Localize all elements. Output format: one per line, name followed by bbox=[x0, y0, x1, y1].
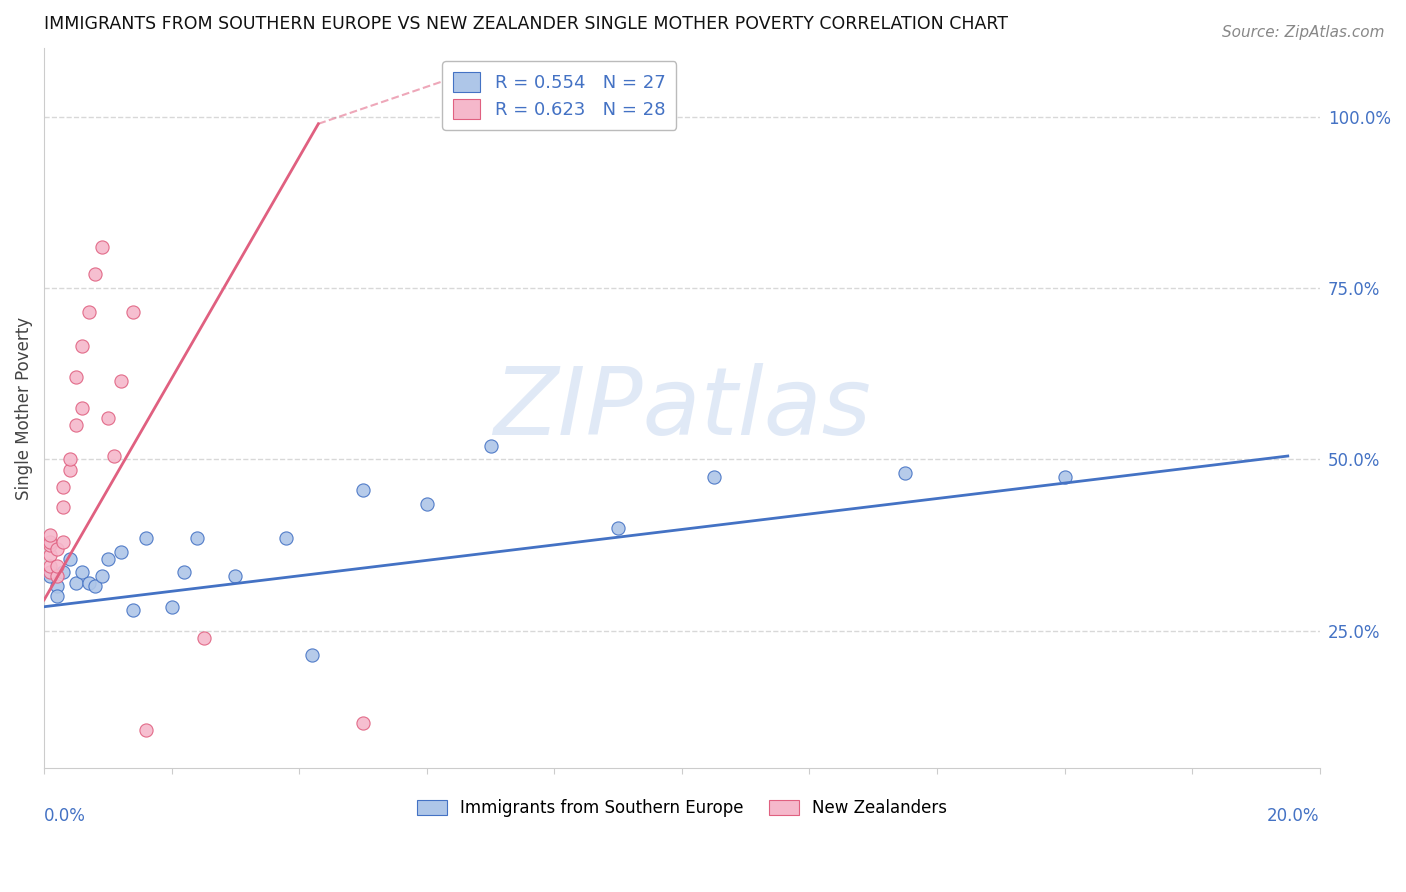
Point bbox=[103, 449, 125, 463]
Point bbox=[122, 603, 145, 617]
Point bbox=[72, 566, 94, 580]
Point bbox=[90, 240, 112, 254]
Legend: R = 0.554   N = 27, R = 0.623   N = 28: R = 0.554 N = 27, R = 0.623 N = 28 bbox=[441, 61, 676, 129]
Point bbox=[52, 500, 75, 515]
Point bbox=[52, 566, 75, 580]
Point bbox=[193, 631, 215, 645]
Point bbox=[39, 538, 62, 552]
Point bbox=[352, 716, 374, 731]
Point bbox=[173, 566, 195, 580]
Point bbox=[59, 452, 82, 467]
Point bbox=[39, 528, 62, 542]
Point bbox=[39, 566, 62, 580]
Point bbox=[97, 551, 120, 566]
Point bbox=[39, 534, 62, 549]
Point bbox=[65, 418, 87, 433]
Point bbox=[72, 339, 94, 353]
Point bbox=[45, 590, 67, 604]
Point bbox=[59, 551, 82, 566]
Point bbox=[97, 411, 120, 425]
Point bbox=[39, 558, 62, 573]
Text: ZIPatlas: ZIPatlas bbox=[494, 362, 870, 453]
Point bbox=[894, 466, 917, 480]
Point bbox=[110, 374, 132, 388]
Point bbox=[122, 305, 145, 319]
Point bbox=[160, 599, 183, 614]
Point bbox=[77, 575, 100, 590]
Point bbox=[39, 549, 62, 563]
Point bbox=[39, 569, 62, 583]
Point bbox=[301, 648, 323, 662]
Point bbox=[52, 534, 75, 549]
Text: 20.0%: 20.0% bbox=[1267, 807, 1320, 825]
Text: 0.0%: 0.0% bbox=[44, 807, 86, 825]
Point bbox=[703, 469, 725, 483]
Point bbox=[416, 497, 439, 511]
Point bbox=[65, 575, 87, 590]
Point bbox=[77, 305, 100, 319]
Point bbox=[45, 579, 67, 593]
Point bbox=[45, 558, 67, 573]
Point bbox=[607, 521, 630, 535]
Y-axis label: Single Mother Poverty: Single Mother Poverty bbox=[15, 317, 32, 500]
Point bbox=[352, 483, 374, 498]
Point bbox=[1053, 469, 1076, 483]
Point bbox=[59, 463, 82, 477]
Point bbox=[276, 531, 298, 545]
Point bbox=[479, 439, 502, 453]
Text: IMMIGRANTS FROM SOUTHERN EUROPE VS NEW ZEALANDER SINGLE MOTHER POVERTY CORRELATI: IMMIGRANTS FROM SOUTHERN EUROPE VS NEW Z… bbox=[44, 15, 1008, 33]
Point bbox=[84, 579, 107, 593]
Point bbox=[65, 370, 87, 384]
Point bbox=[224, 569, 246, 583]
Point bbox=[52, 480, 75, 494]
Point bbox=[186, 531, 208, 545]
Point bbox=[110, 545, 132, 559]
Point bbox=[135, 723, 157, 737]
Point bbox=[84, 268, 107, 282]
Text: Source: ZipAtlas.com: Source: ZipAtlas.com bbox=[1222, 25, 1385, 40]
Point bbox=[135, 531, 157, 545]
Point bbox=[45, 569, 67, 583]
Point bbox=[90, 569, 112, 583]
Point bbox=[45, 541, 67, 556]
Point bbox=[72, 401, 94, 415]
